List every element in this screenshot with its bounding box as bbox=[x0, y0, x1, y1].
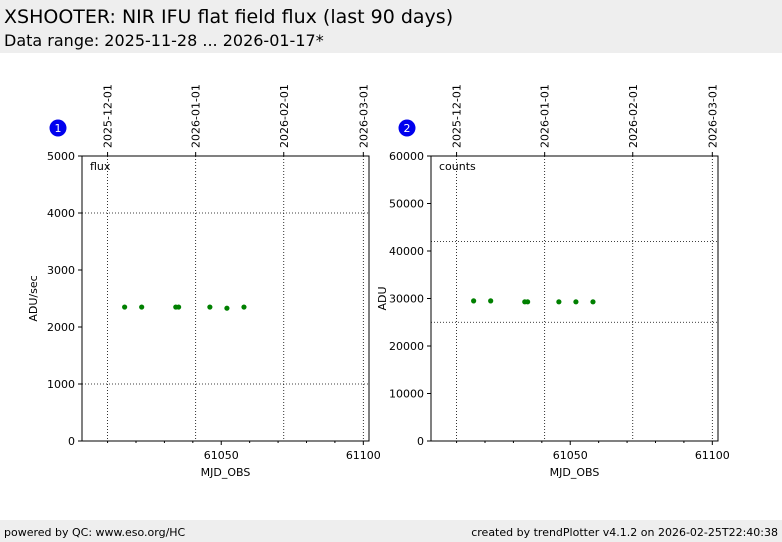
x-tick-label: 61100 bbox=[695, 449, 730, 462]
data-point bbox=[525, 299, 531, 305]
data-point bbox=[241, 304, 247, 310]
x-tick-label: 61050 bbox=[204, 449, 239, 462]
page-title: XSHOOTER: NIR IFU flat field flux (last … bbox=[4, 6, 454, 28]
panel-number: 2 bbox=[404, 122, 411, 135]
x-axis-label: MJD_OBS bbox=[550, 466, 600, 479]
data-point bbox=[207, 304, 213, 310]
data-range: Data range: 2025-11-28 ... 2026-01-17* bbox=[4, 31, 324, 50]
y-tick-label: 0 bbox=[68, 435, 75, 448]
data-point bbox=[590, 299, 596, 305]
footer: powered by QC: www.eso.org/HC created by… bbox=[0, 520, 782, 542]
y-tick-label: 10000 bbox=[389, 388, 424, 401]
data-point bbox=[556, 299, 562, 305]
data-point bbox=[176, 304, 182, 310]
data-point bbox=[122, 304, 128, 310]
data-point bbox=[573, 299, 579, 305]
plot-frame bbox=[81, 155, 370, 442]
footer-credit: powered by QC: www.eso.org/HC bbox=[4, 526, 186, 539]
y-axis-label: ADU/sec bbox=[27, 275, 40, 321]
top-date-label: 2026-01-01 bbox=[190, 84, 203, 148]
x-tick-label: 61100 bbox=[346, 449, 381, 462]
y-tick-label: 3000 bbox=[47, 264, 75, 277]
x-axis-label: MJD_OBS bbox=[201, 466, 251, 479]
top-date-label: 2025-12-01 bbox=[451, 84, 464, 148]
y-tick-label: 50000 bbox=[389, 198, 424, 211]
y-axis-label: ADU bbox=[376, 286, 389, 310]
panel-annotation: counts bbox=[439, 160, 476, 173]
data-point bbox=[139, 304, 145, 310]
y-tick-label: 0 bbox=[417, 435, 424, 448]
chart-panel-1: 0 1000 2000 3000 4000 5000 61050 61100 2025-12-0… bbox=[27, 84, 381, 479]
y-tick-label: 2000 bbox=[47, 321, 75, 334]
data-point bbox=[224, 305, 230, 311]
top-date-label: 2026-01-01 bbox=[539, 84, 552, 148]
y-tick-label: 20000 bbox=[389, 340, 424, 353]
y-tick-label: 30000 bbox=[389, 293, 424, 306]
chart-panel-2: 0 10000 20000 30000 40000 50000 60000 61050 6110… bbox=[376, 84, 730, 479]
x-tick-label: 61050 bbox=[553, 449, 588, 462]
y-tick-label: 4000 bbox=[47, 207, 75, 220]
top-date-label: 2026-03-01 bbox=[706, 84, 719, 148]
top-date-label: 2026-02-01 bbox=[278, 84, 291, 148]
data-point bbox=[471, 298, 477, 304]
panel-number-badge bbox=[49, 119, 67, 137]
top-date-label: 2025-12-01 bbox=[102, 84, 115, 148]
footer-created: created by trendPlotter v4.1.2 on 2026-0… bbox=[471, 526, 778, 539]
y-tick-label: 40000 bbox=[389, 245, 424, 258]
panel-number: 1 bbox=[55, 122, 62, 135]
panel-annotation: flux bbox=[90, 160, 111, 173]
top-date-label: 2026-03-01 bbox=[357, 84, 370, 148]
y-tick-label: 1000 bbox=[47, 378, 75, 391]
plots-area: 0 1000 2000 3000 4000 5000 61050 61100 2025-12-0… bbox=[27, 84, 730, 479]
header: XSHOOTER: NIR IFU flat field flux (last … bbox=[0, 0, 782, 53]
top-date-label: 2026-02-01 bbox=[627, 84, 640, 148]
panel-number-badge bbox=[398, 119, 416, 137]
data-point bbox=[488, 298, 494, 304]
y-tick-label: 5000 bbox=[47, 150, 75, 163]
y-tick-label: 60000 bbox=[389, 150, 424, 163]
